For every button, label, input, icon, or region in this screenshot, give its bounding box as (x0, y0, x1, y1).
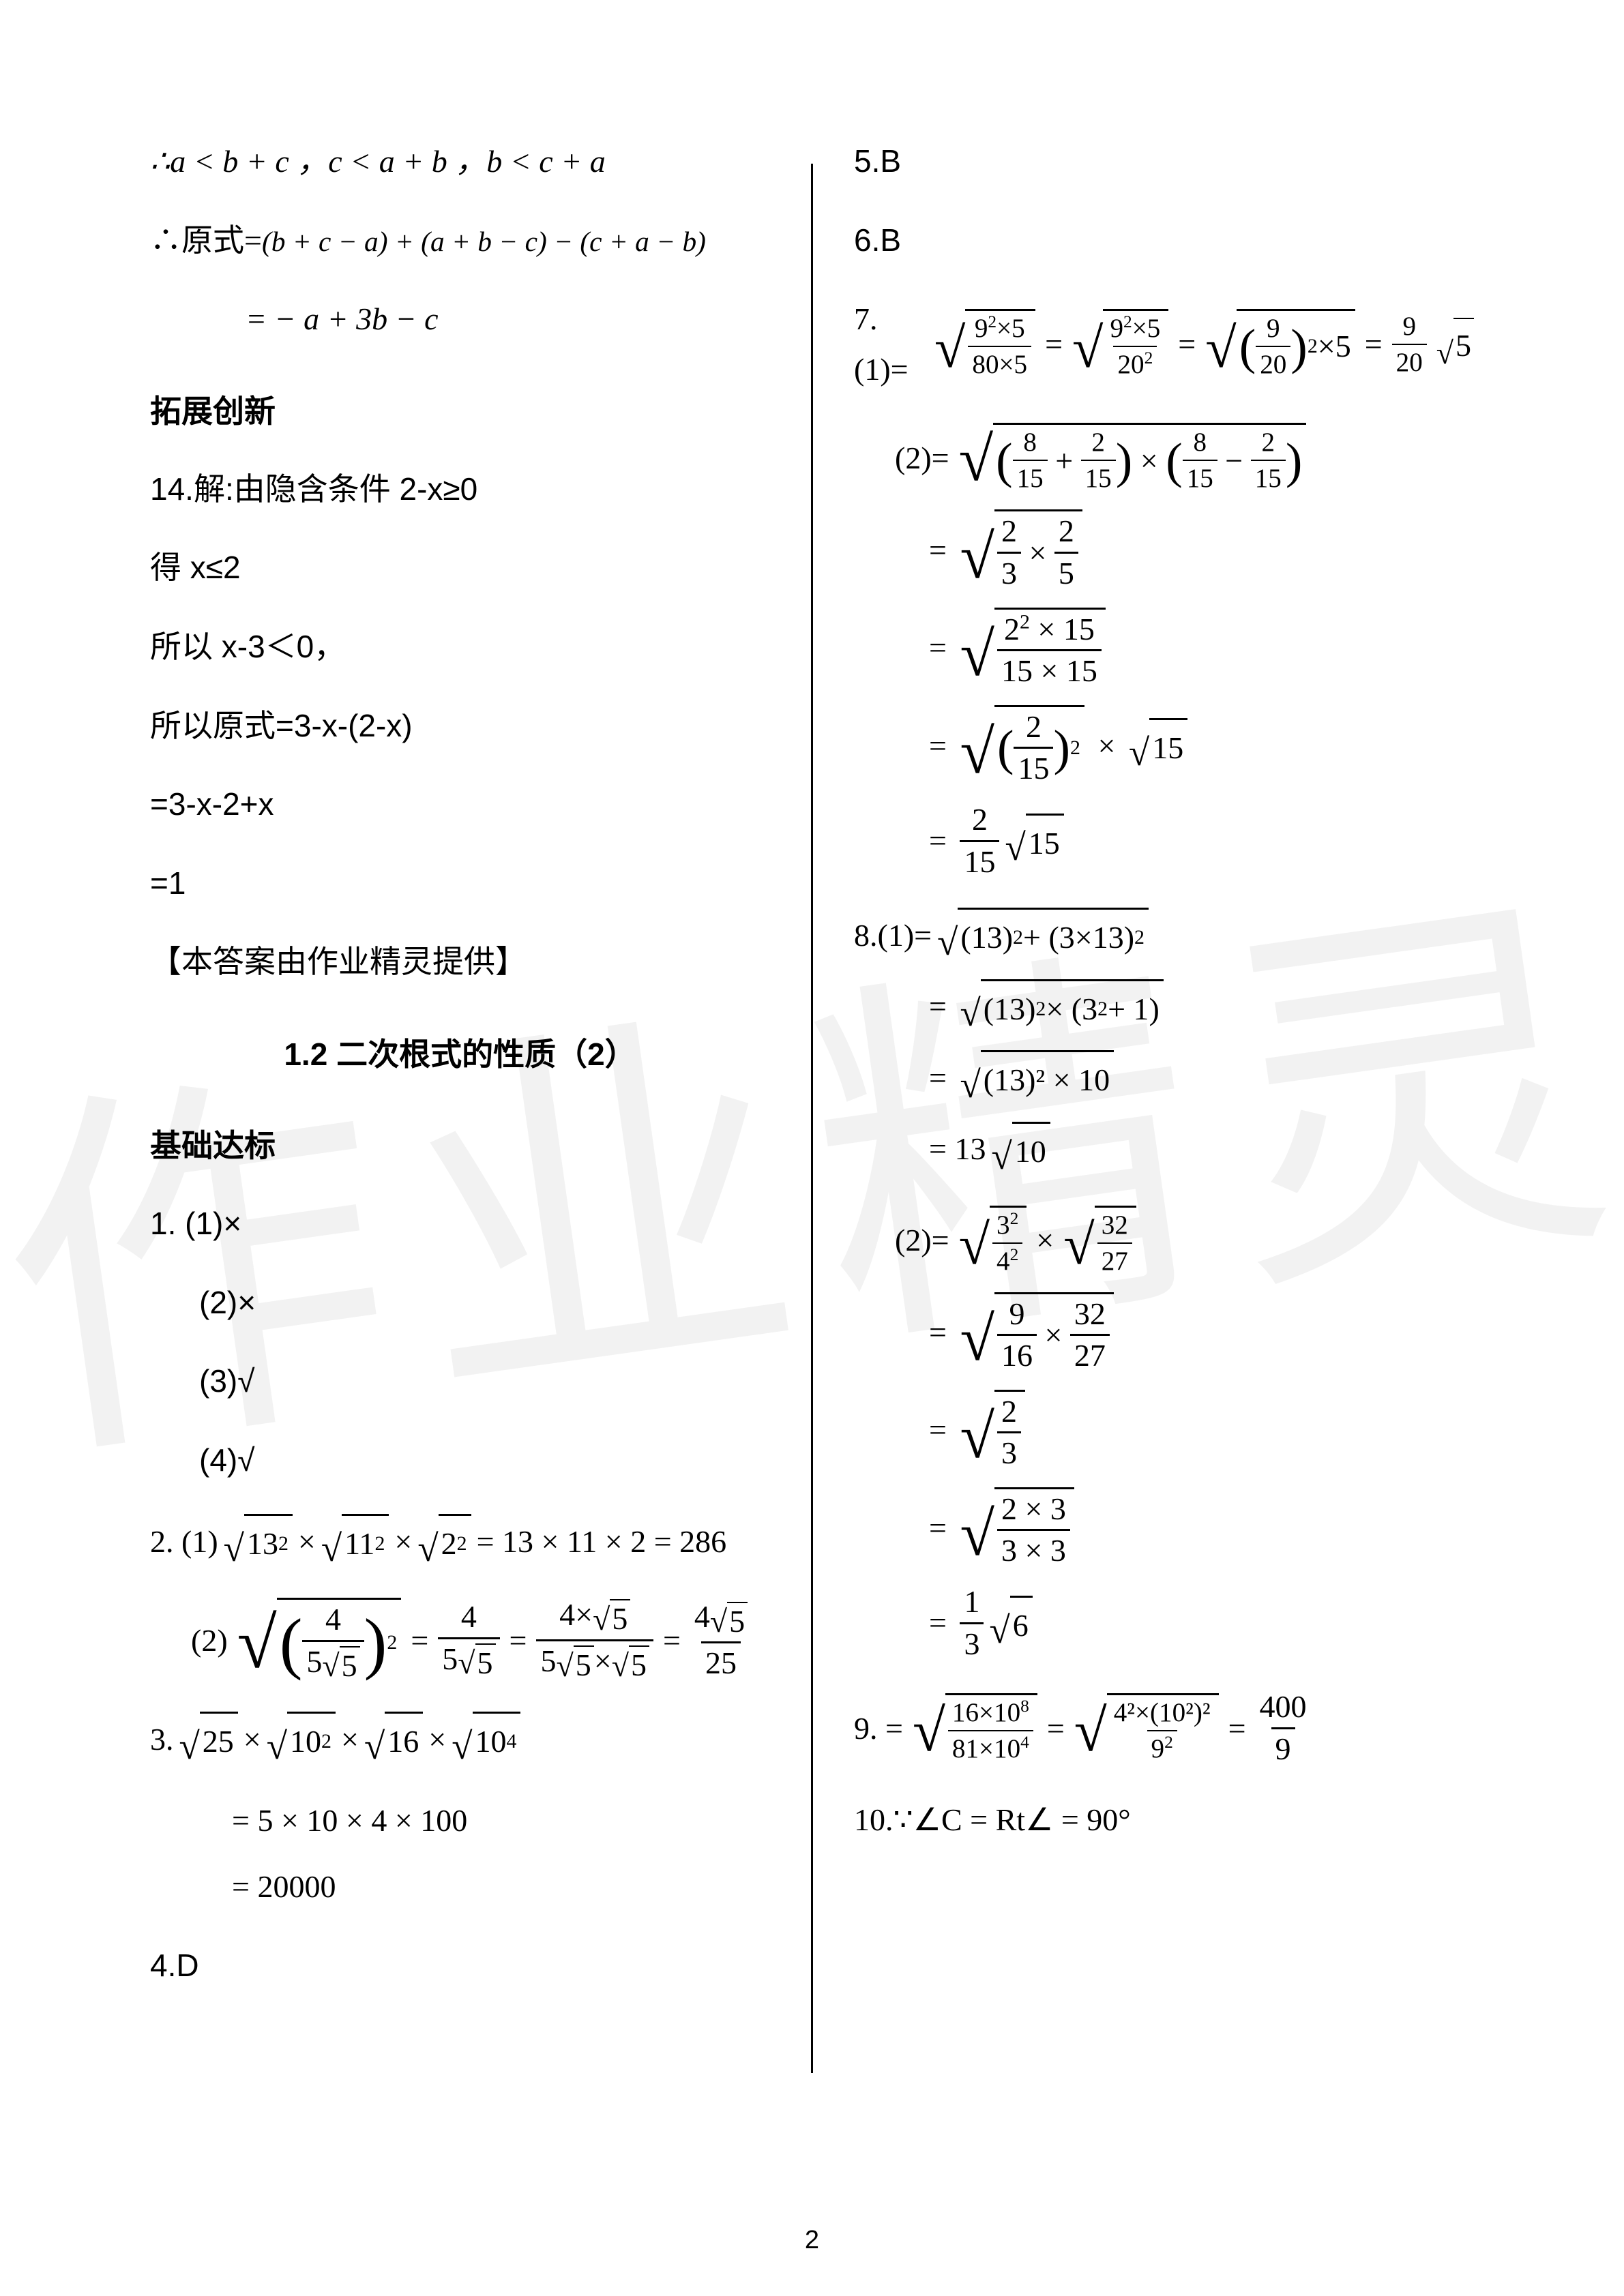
q8-1-d: = 13 √10 (854, 1122, 1474, 1177)
q3-line1: 3. √25 × √102 × √16 × √104 (150, 1712, 770, 1767)
left-column: ∴a < b + c ，c < a + b ，b < c + a ∴原式=(b … (150, 136, 811, 2100)
q8-2-d: = √ 2 × 33 × 3 (854, 1487, 1474, 1568)
q2-2: (2) √ 4 5√5 2 = 4 5√5 (150, 1598, 770, 1683)
p14-line4: 所以原式=3-x-(2-x) (150, 701, 770, 751)
q7-2-b: = √ 23 × 25 (854, 509, 1474, 591)
right-column: 5.B 6.B 7.(1)= √ 92×580×5 = √ 92×5202 = … (813, 136, 1474, 2100)
p14-line3: 所以 x-3＜0， (150, 622, 770, 672)
q8-1-b: = √(13)2 × (32 + 1) (854, 979, 1474, 1034)
q3-line3: = 20000 (150, 1862, 770, 1912)
p14-line6: =1 (150, 859, 770, 909)
heading-expand: 拓展创新 (150, 387, 770, 432)
q2-1: 2. (1) √132 × √112 × √22 = 13 × 11 × 2 =… (150, 1514, 770, 1569)
q1-3: (3)√ (150, 1356, 770, 1407)
q7-2-a: (2)= √ 815 + 215 × 815 − 215 (854, 423, 1474, 493)
left-line-simplified: = − a + 3b − c (150, 294, 770, 344)
p14-line2: 得 x≤2 (150, 543, 770, 593)
q8-2-a: (2)= √3242 × √3227 (854, 1206, 1474, 1276)
q8-1-c: = √(13)² × 10 (854, 1050, 1474, 1105)
q9: 9. = √ 16×10881×104 = √ 4²×(10²)²92 = 40… (854, 1690, 1474, 1766)
q1-4: (4)√ (150, 1435, 770, 1486)
q8-2-e: = 13 √6 (854, 1585, 1474, 1661)
page-content: ∴a < b + c ，c < a + b ，b < c + a ∴原式=(b … (0, 0, 1624, 2182)
q10: 10.∵∠C = Rt∠ = 90° (854, 1795, 1474, 1845)
q7-2-e: = 215 √15 (854, 803, 1474, 879)
q8-1-a: 8.(1)= √(13)2 + (3 × 13)2 (854, 908, 1474, 963)
q4: 4.D (150, 1941, 770, 1991)
p14-line1: 14.解:由隐含条件 2-x≥0 (150, 464, 770, 515)
q3-line2: = 5 × 10 × 4 × 100 (150, 1795, 770, 1846)
q1-1: 1. (1)× (150, 1199, 770, 1249)
left-line-origexpr: ∴原式=(b + c − a) + (a + b − c) − (c + a −… (150, 215, 770, 266)
q5: 5.B (854, 136, 1474, 187)
q7-2-d: = √ 2152 × √15 (854, 705, 1474, 786)
credit-line: 【本答案由作业精灵提供】 (150, 937, 770, 987)
q6: 6.B (854, 215, 1474, 266)
heading-section-1-2: 1.2 二次根式的性质（2） (150, 1030, 770, 1075)
page-number: 2 (805, 2226, 819, 2255)
q1-2: (2)× (150, 1278, 770, 1328)
q8-2-b: = √ 916 × 3227 (854, 1292, 1474, 1373)
left-line-inequality: ∴a < b + c ，c < a + b ，b < c + a (150, 136, 770, 187)
q8-2-c: = √ 23 (854, 1390, 1474, 1471)
q7-1: 7.(1)= √ 92×580×5 = √ 92×5202 = √ 9202 ×… (854, 294, 1474, 394)
q7-2-c: = √ 22 × 1515 × 15 (854, 608, 1474, 689)
heading-basic: 基础达标 (150, 1121, 770, 1166)
p14-line5: =3-x-2+x (150, 779, 770, 830)
